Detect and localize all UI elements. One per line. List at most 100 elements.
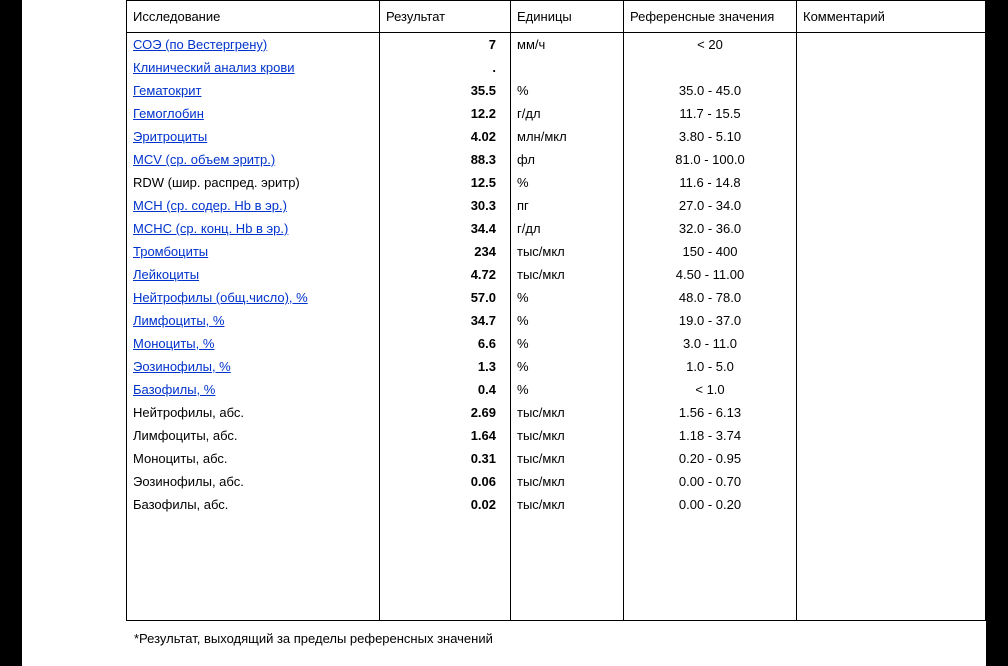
test-link[interactable]: Моноциты, %	[133, 336, 214, 351]
test-link[interactable]: Гемоглобин	[133, 106, 204, 121]
cell-unit: %	[511, 171, 624, 194]
table-row: Лейкоциты4.72тыс/мкл4.50 - 11.00	[127, 263, 986, 286]
cell-result: 2.69	[380, 401, 511, 424]
cell-test: Гематокрит	[127, 79, 380, 102]
cell-comment	[797, 424, 986, 447]
table-row: Эритроциты4.02млн/мкл3.80 - 5.10	[127, 125, 986, 148]
cell-test: Тромбоциты	[127, 240, 380, 263]
test-link[interactable]: СОЭ (по Вестергрену)	[133, 37, 267, 52]
cell-unit: тыс/мкл	[511, 424, 624, 447]
cell-comment	[797, 286, 986, 309]
cell-test: Моноциты, %	[127, 332, 380, 355]
cell-test: Лимфоциты, абс.	[127, 424, 380, 447]
cell-result: 0.4	[380, 378, 511, 401]
cell-result: 34.7	[380, 309, 511, 332]
cell-unit	[511, 56, 624, 79]
cell-ref	[624, 56, 797, 79]
cell-ref: 11.6 - 14.8	[624, 171, 797, 194]
table-row: Нейтрофилы, абс.2.69тыс/мкл1.56 - 6.13	[127, 401, 986, 424]
cell-unit: %	[511, 286, 624, 309]
cell-ref: 3.0 - 11.0	[624, 332, 797, 355]
cell-result: 30.3	[380, 194, 511, 217]
test-link[interactable]: Нейтрофилы (общ.число), %	[133, 290, 308, 305]
cell-test: Лейкоциты	[127, 263, 380, 286]
cell-test: Базофилы, %	[127, 378, 380, 401]
table-row: MCH (ср. содер. Hb в эр.) 30.3пг27.0 - 34…	[127, 194, 986, 217]
table-header-row: Исследование Результат Единицы Референсн…	[127, 1, 986, 33]
cell-test: Нейтрофилы (общ.число), %	[127, 286, 380, 309]
cell-comment	[797, 401, 986, 424]
cell-ref: 27.0 - 34.0	[624, 194, 797, 217]
cell-empty	[380, 516, 511, 621]
table-row: RDW (шир. распред. эритр)12.5%11.6 - 14.…	[127, 171, 986, 194]
header-ref: Референсные значения	[624, 1, 797, 33]
test-link[interactable]: Лейкоциты	[133, 267, 199, 282]
cell-comment	[797, 102, 986, 125]
cell-unit: тыс/мкл	[511, 240, 624, 263]
table-row: Базофилы, %0.4%< 1.0	[127, 378, 986, 401]
cell-empty	[511, 516, 624, 621]
cell-unit: пг	[511, 194, 624, 217]
cell-result: 1.64	[380, 424, 511, 447]
table-row: MCV (ср. объем эритр.)88.3фл81.0 - 100.0	[127, 148, 986, 171]
cell-test: Клинический анализ крови	[127, 56, 380, 79]
cell-ref: 4.50 - 11.00	[624, 263, 797, 286]
cell-result: 34.4	[380, 217, 511, 240]
cell-comment	[797, 332, 986, 355]
cell-ref: 81.0 - 100.0	[624, 148, 797, 171]
test-link[interactable]: MCV (ср. объем эритр.)	[133, 152, 275, 167]
cell-unit: мм/ч	[511, 33, 624, 57]
test-label: RDW (шир. распред. эритр)	[133, 175, 300, 190]
cell-comment	[797, 125, 986, 148]
cell-comment	[797, 194, 986, 217]
cell-test: MCH (ср. содер. Hb в эр.)	[127, 194, 380, 217]
cell-unit: %	[511, 355, 624, 378]
cell-comment	[797, 33, 986, 57]
table-row: Гематокрит35.5%35.0 - 45.0	[127, 79, 986, 102]
cell-unit: %	[511, 332, 624, 355]
test-link[interactable]: Лимфоциты, %	[133, 313, 224, 328]
cell-comment	[797, 493, 986, 516]
cell-result: 0.02	[380, 493, 511, 516]
test-link[interactable]: Базофилы, %	[133, 382, 215, 397]
table-row: Эозинофилы, абс.0.06тыс/мкл0.00 - 0.70	[127, 470, 986, 493]
test-label: Лимфоциты, абс.	[133, 428, 238, 443]
test-link[interactable]: Тромбоциты	[133, 244, 208, 259]
cell-result: 4.72	[380, 263, 511, 286]
cell-test: Эритроциты	[127, 125, 380, 148]
cell-ref: 3.80 - 5.10	[624, 125, 797, 148]
test-link[interactable]: MCH (ср. содер. Hb в эр.)	[133, 198, 287, 213]
cell-unit: тыс/мкл	[511, 447, 624, 470]
test-label: Нейтрофилы, абс.	[133, 405, 244, 420]
test-link[interactable]: МСНС (ср. конц. Hb в эр.)	[133, 221, 288, 236]
table-row: Базофилы, абс.0.02тыс/мкл0.00 - 0.20	[127, 493, 986, 516]
test-link[interactable]: Эритроциты	[133, 129, 207, 144]
footnote: *Результат, выходящий за пределы референ…	[134, 631, 986, 646]
cell-result: 88.3	[380, 148, 511, 171]
cell-test: Моноциты, абс.	[127, 447, 380, 470]
test-label: Эозинофилы, абс.	[133, 474, 244, 489]
test-link[interactable]: Эозинофилы, %	[133, 359, 231, 374]
header-comment: Комментарий	[797, 1, 986, 33]
cell-result: 4.02	[380, 125, 511, 148]
cell-unit: %	[511, 79, 624, 102]
cell-unit: %	[511, 309, 624, 332]
table-row: Моноциты, абс.0.31тыс/мкл0.20 - 0.95	[127, 447, 986, 470]
cell-comment	[797, 378, 986, 401]
cell-result: 12.2	[380, 102, 511, 125]
cell-result: 0.06	[380, 470, 511, 493]
test-link[interactable]: Клинический анализ крови	[133, 60, 295, 75]
cell-test: RDW (шир. распред. эритр)	[127, 171, 380, 194]
cell-unit: %	[511, 378, 624, 401]
cell-empty	[127, 516, 380, 621]
test-label: Базофилы, абс.	[133, 497, 228, 512]
test-link[interactable]: Гематокрит	[133, 83, 201, 98]
cell-test: Гемоглобин	[127, 102, 380, 125]
lab-results-table: Исследование Результат Единицы Референсн…	[126, 0, 986, 621]
cell-empty	[797, 516, 986, 621]
cell-ref: 32.0 - 36.0	[624, 217, 797, 240]
header-test: Исследование	[127, 1, 380, 33]
cell-test: МСНС (ср. конц. Hb в эр.)	[127, 217, 380, 240]
cell-test: СОЭ (по Вестергрену)	[127, 33, 380, 57]
table-row: Лимфоциты, абс.1.64тыс/мкл1.18 - 3.74	[127, 424, 986, 447]
